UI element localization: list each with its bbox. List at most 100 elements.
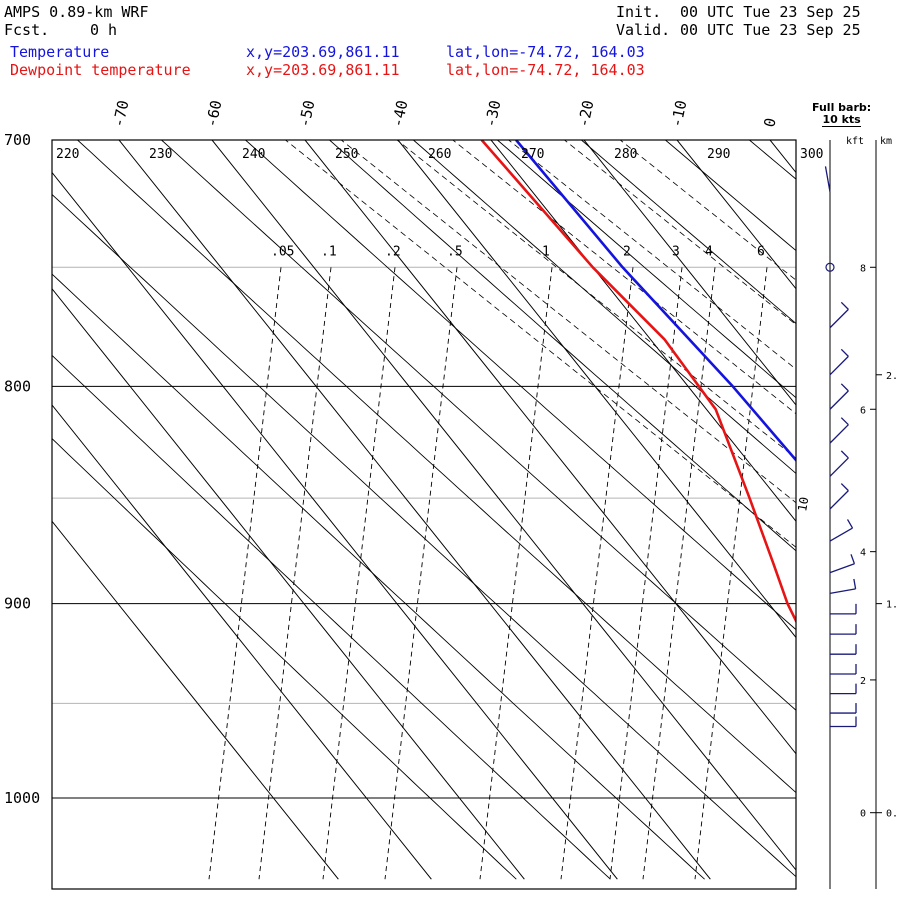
km-tick-label: 0. <box>886 809 898 820</box>
mixing-ratio-line <box>560 267 634 880</box>
wind-barb-flag <box>840 483 849 492</box>
wind-legend-title: Full barb: <box>812 101 872 114</box>
isotherm <box>304 140 796 755</box>
km-tick-label: 2. <box>886 371 898 382</box>
mixing-ratio-label: 6 <box>757 244 765 259</box>
dry-adiabat <box>52 354 611 880</box>
mixing-ratio-label: .1 <box>321 244 337 259</box>
isotherm-label: -20 <box>574 99 597 129</box>
dry-adiabat <box>52 438 517 880</box>
dewpoint-line <box>480 140 796 624</box>
wind-barb-staff <box>829 588 856 594</box>
wind-barb-staff <box>824 166 831 193</box>
isotherm <box>52 171 618 880</box>
wind-barb-staff <box>829 424 849 444</box>
kft-tick-label: 6 <box>860 405 866 416</box>
wind-legend: Full barb: 10 kts <box>812 102 871 127</box>
mixing-ratio-line <box>258 267 332 880</box>
mixing-ratio-label: 3 <box>672 244 680 259</box>
wind-barb-flag <box>840 417 849 426</box>
mixing-ratio-label: 2 <box>623 244 631 259</box>
kft-tick-label: 2 <box>860 676 866 687</box>
legend-temperature: Temperature <box>10 43 110 61</box>
moist-adiabat <box>619 140 796 281</box>
isotherm <box>52 287 525 880</box>
fcst-label: Fcst. <box>4 21 50 39</box>
dry-adiabat <box>748 140 796 180</box>
wind-barbs: 10 <box>795 166 857 728</box>
valid-value: 00 UTC Tue 23 Sep 25 <box>680 21 861 39</box>
wind-barb-staff <box>829 390 849 410</box>
wind-barb-flag <box>846 519 854 529</box>
moist-adiabats <box>284 140 796 548</box>
isotherm <box>118 140 711 880</box>
wind-barb-staff <box>829 355 849 376</box>
dry-adiabat <box>52 193 796 878</box>
fcst-value: 0 h <box>90 21 118 39</box>
isotherm-label: -30 <box>481 99 504 129</box>
isotherm <box>211 140 796 871</box>
header: AMPS 0.89-km WRF Fcst. 0 h Init. 00 UTC … <box>0 0 900 90</box>
kft-tick-label: 0 <box>860 809 866 820</box>
plot-frame <box>51 139 797 890</box>
isotherm <box>583 140 796 406</box>
wind-barb-flag <box>853 578 857 589</box>
isobar-label-1000: 1000 <box>4 789 40 807</box>
mixing-ratio-lines <box>208 267 768 880</box>
mixing-ratio-label: .2 <box>385 244 401 259</box>
adiabat-label: 290 <box>707 147 730 162</box>
legend-dewpoint: Dewpoint temperature <box>10 61 191 79</box>
isotherm <box>52 520 339 880</box>
major-isobars <box>52 139 796 799</box>
dry-adiabat <box>328 140 796 552</box>
height-axis: kft km 8 6 4 2 0 2. 1. 0. <box>829 136 898 889</box>
moist-adiabat <box>452 140 796 415</box>
wind-barb-staff <box>829 527 853 542</box>
wind-barb-flag <box>840 383 849 392</box>
kft-tick-label: 4 <box>860 548 866 559</box>
adiabat-label: 230 <box>149 147 172 162</box>
dry-adiabat <box>160 140 796 711</box>
km-label: km <box>880 136 892 147</box>
isotherm <box>52 404 432 880</box>
wind-legend-speed: 10 kts <box>822 113 861 127</box>
isotherm-label: 0 <box>760 116 779 129</box>
dry-adiabat <box>580 140 796 325</box>
adiabat-label: 270 <box>521 147 544 162</box>
kft-label: kft <box>846 136 864 147</box>
isotherm <box>769 140 796 174</box>
moist-adiabat <box>284 140 796 548</box>
valid-label: Valid. <box>616 21 671 39</box>
adiabat-label: 300 <box>800 147 823 162</box>
dry-adiabat <box>664 140 796 252</box>
isotherm-label: -60 <box>202 99 225 129</box>
isotherm-label: -50 <box>295 99 318 129</box>
adiabat-label: 280 <box>614 147 637 162</box>
isobar-label-800: 800 <box>4 377 31 395</box>
mixing-ratio-line <box>479 267 553 880</box>
isobar-label-700: 700 <box>4 131 31 149</box>
adiabat-label: 250 <box>335 147 358 162</box>
mixing-ratio-line <box>384 267 458 880</box>
isotherm-label: -70 <box>109 99 132 129</box>
dry-adiabats <box>52 140 796 880</box>
wind-barb-staff <box>829 457 849 477</box>
isobar-label-900: 900 <box>4 595 31 613</box>
mixing-ratio-label: 4 <box>705 244 713 259</box>
wind-barb-staff <box>829 563 855 574</box>
isotherm-label: -10 <box>667 99 690 129</box>
wind-barb-flag <box>840 301 849 310</box>
wind-barb-flag <box>840 348 849 357</box>
km-tick-label: 1. <box>886 600 898 611</box>
temperature-xy: x,y=203.69,861.11 <box>246 43 400 61</box>
mixing-ratio-line <box>609 267 683 880</box>
wind-calm <box>825 262 835 272</box>
adiabat-label: 260 <box>428 147 451 162</box>
mixing-ratio-line <box>208 267 282 880</box>
adiabat-label: 220 <box>56 147 79 162</box>
mixing-ratio-line <box>642 267 716 880</box>
model-title: AMPS 0.89-km WRF <box>4 3 149 21</box>
mixing-ratio-label: .5 <box>447 244 463 259</box>
